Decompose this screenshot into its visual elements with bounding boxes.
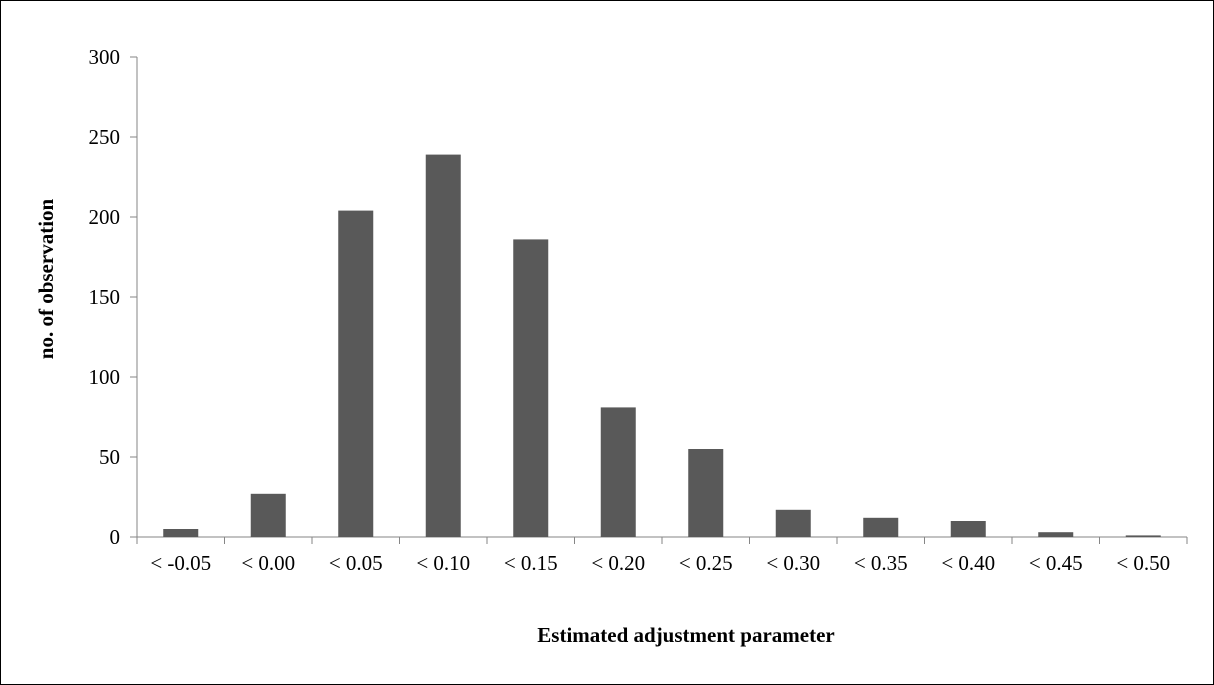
bar [513,239,549,537]
bars [163,154,1161,537]
y-tick-label: 0 [110,525,121,549]
bar [163,529,199,537]
y-tick-label: 150 [89,285,121,309]
x-tick-label: < 0.10 [416,551,470,575]
bar [338,210,374,537]
x-tick-label: < 0.35 [854,551,908,575]
y-tick-label: 200 [89,205,121,229]
x-tick-label: < 0.50 [1116,551,1170,575]
y-tick-labels: 0 50 100 150 200 250 300 [89,45,121,549]
y-axis-title: no. of observation [34,198,58,359]
x-tick-label: < 0.25 [679,551,733,575]
x-tick-label: < 0.30 [766,551,820,575]
bar [863,517,899,537]
x-axis-title: Estimated adjustment parameter [537,623,834,647]
bar [775,509,811,537]
x-tick-label: < -0.05 [150,551,211,575]
bar [600,407,636,537]
y-tick-label: 300 [89,45,121,69]
bar [425,154,461,537]
bar [688,449,724,537]
x-tick-label: < 0.45 [1029,551,1083,575]
x-tick-label: < 0.15 [504,551,558,575]
x-tick-labels: < -0.05 < 0.00 < 0.05 < 0.10 < 0.15 < 0.20 < 0… [150,551,1170,575]
y-tick-label: 250 [89,125,121,149]
x-tick-label: < 0.20 [591,551,645,575]
y-tick-label: 100 [89,365,121,389]
bar [1125,535,1161,537]
bar [250,493,286,537]
bar [950,521,986,537]
y-tick-label: 50 [99,445,120,469]
bar [1038,532,1074,537]
x-tick-label: < 0.00 [241,551,295,575]
x-tick-label: < 0.05 [329,551,383,575]
x-tick-label: < 0.40 [941,551,995,575]
axes [130,56,1188,544]
